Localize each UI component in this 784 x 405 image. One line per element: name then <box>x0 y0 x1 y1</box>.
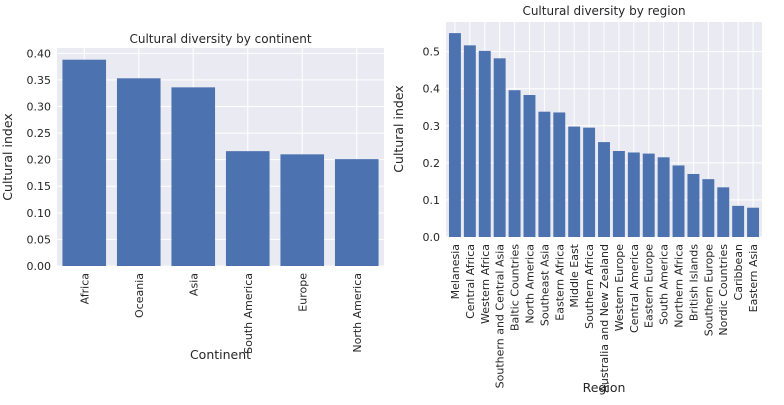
bar <box>612 151 625 237</box>
chart-by-continent: 0.00 0.05 0.10 0.15 0.20 0.25 0.30 0.35 0.40 Afr… <box>0 32 384 362</box>
bar <box>225 151 270 266</box>
bar <box>672 165 685 237</box>
bar <box>448 33 461 237</box>
x-tick-label: Eastern Africa <box>553 244 566 321</box>
bar <box>478 50 491 238</box>
y-tick-label: 0.2 <box>423 157 441 170</box>
bar <box>553 112 566 237</box>
y-tick-label: 0.15 <box>27 180 52 193</box>
y-tick-label: 0.30 <box>27 100 52 113</box>
x-tick-label: Eastern Asia <box>747 244 760 312</box>
bar <box>598 142 610 237</box>
x-tick-label: Northern Africa <box>673 244 686 328</box>
bars <box>62 59 379 267</box>
y-tick-label: 0.10 <box>27 207 52 220</box>
bar <box>538 111 551 237</box>
chart-title: Cultural diversity by region <box>522 4 685 18</box>
chart-title: Cultural diversity by continent <box>129 32 311 46</box>
y-axis-label: Cultural index <box>0 113 15 200</box>
bar <box>627 152 640 237</box>
x-tick-label: North America <box>351 273 364 353</box>
x-tick-label: Asia <box>187 273 200 296</box>
bar <box>642 153 655 237</box>
y-tick-label: 0.40 <box>27 47 52 60</box>
bar <box>568 126 581 237</box>
x-tick-label: Eastern Europe <box>643 244 656 328</box>
x-tick-label: Southern and Central Asia <box>494 244 507 388</box>
y-tick-label: 0.00 <box>27 260 52 273</box>
x-tick-label: Africa <box>78 273 91 304</box>
x-axis-label: Region <box>583 380 626 395</box>
x-tick-label: Oceania <box>133 273 146 318</box>
x-tick-label: Nordic Countries <box>717 244 730 336</box>
y-axis-label: Cultural index <box>391 85 406 172</box>
x-tick-label: Central Africa <box>464 244 477 319</box>
bar <box>702 179 715 237</box>
x-tick-label: Baltic Countries <box>509 244 522 331</box>
bar <box>508 90 521 237</box>
x-tick-label: Western Europe <box>613 244 626 332</box>
bar <box>657 157 670 237</box>
bar <box>583 127 596 237</box>
y-tick-label: 0.25 <box>27 127 52 140</box>
x-tick-label: Australia and New Zealand <box>598 244 611 393</box>
y-tick-labels: 0.0 0.1 0.2 0.3 0.4 0.5 <box>423 46 441 244</box>
x-tick-label: Europe <box>296 273 309 312</box>
bar <box>62 59 107 267</box>
x-tick-label: South America <box>658 244 671 325</box>
y-tick-label: 0.20 <box>27 154 52 167</box>
bar <box>717 187 730 237</box>
bar <box>116 78 161 267</box>
bar <box>171 87 216 266</box>
bar <box>523 95 536 237</box>
x-axis-label: Continent <box>190 347 251 362</box>
x-tick-label: Southeast Asia <box>538 244 551 326</box>
x-tick-label: South America <box>242 273 255 354</box>
y-tick-label: 0.5 <box>423 46 441 59</box>
y-tick-label: 0.1 <box>423 194 441 207</box>
x-tick-label: Southern Africa <box>583 244 596 329</box>
x-tick-label: Middle East <box>568 243 581 307</box>
bar <box>493 58 506 237</box>
x-tick-label: Western Africa <box>479 244 492 324</box>
y-tick-label: 0.4 <box>423 83 441 96</box>
x-tick-label: Melanesia <box>449 244 462 299</box>
bar <box>687 173 700 237</box>
x-tick-label: Central America <box>628 244 641 333</box>
x-tick-labels: Africa Oceania Asia South America Europe Nort… <box>78 273 364 354</box>
bar <box>732 205 745 237</box>
y-tick-label: 0.05 <box>27 233 52 246</box>
x-tick-label: North America <box>523 244 536 324</box>
bar <box>463 45 476 237</box>
bars <box>448 33 760 238</box>
bar <box>280 154 325 266</box>
bar <box>747 207 760 237</box>
x-tick-label: Southern Europe <box>702 244 715 336</box>
x-tick-labels: Melanesia Central Africa Western Africa Sou… <box>449 243 760 392</box>
y-tick-label: 0.35 <box>27 74 52 87</box>
bar <box>334 159 379 266</box>
chart-by-region: 0.0 0.1 0.2 0.3 0.4 0.5 Melanesia Central Afri… <box>391 4 762 395</box>
plot-area-background <box>57 48 384 266</box>
y-tick-label: 0.0 <box>423 231 441 244</box>
y-tick-label: 0.3 <box>423 120 441 133</box>
x-tick-label: British Islands <box>687 244 700 321</box>
x-tick-label: Caribbean <box>732 244 745 300</box>
y-tick-labels: 0.00 0.05 0.10 0.15 0.20 0.25 0.30 0.35 0.40 <box>27 47 52 273</box>
